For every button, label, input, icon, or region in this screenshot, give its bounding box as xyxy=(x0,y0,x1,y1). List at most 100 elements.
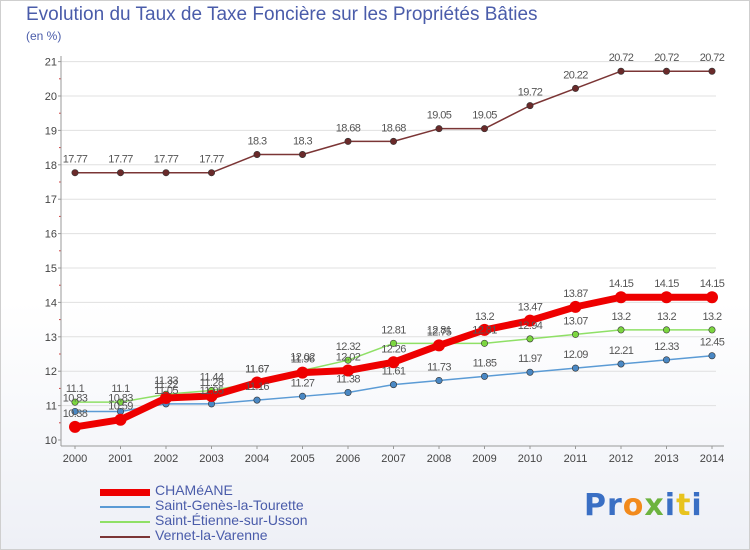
data-point xyxy=(389,137,397,145)
y-tick-label: 10 xyxy=(45,435,57,447)
x-tick-label: 2003 xyxy=(199,453,223,465)
data-point xyxy=(387,356,400,369)
data-point xyxy=(253,150,261,158)
data-label: 10.38 xyxy=(63,408,88,420)
data-point xyxy=(435,376,443,384)
data-label: 11.44 xyxy=(200,371,224,383)
y-tick-label: 15 xyxy=(45,263,57,275)
data-label: 11.05 xyxy=(154,385,178,397)
data-label: 12.02 xyxy=(290,352,315,364)
data-label: 19.72 xyxy=(518,87,543,99)
data-point xyxy=(708,352,716,360)
y-tick-label: 19 xyxy=(45,125,57,137)
data-point xyxy=(662,356,670,364)
data-label: 11.85 xyxy=(473,357,497,369)
data-point xyxy=(298,150,306,158)
data-label: 13.07 xyxy=(563,315,588,327)
data-point xyxy=(117,169,125,177)
data-label: 12.21 xyxy=(609,345,634,357)
data-point xyxy=(433,339,445,352)
data-label: 12.81 xyxy=(427,324,452,336)
data-point xyxy=(617,326,625,334)
data-label: 11.61 xyxy=(382,366,406,378)
x-tick-label: 2002 xyxy=(154,453,178,465)
data-point xyxy=(389,339,397,347)
data-point xyxy=(708,67,716,75)
data-label: 13.2 xyxy=(611,311,630,323)
data-label: 12.75 xyxy=(427,326,452,338)
data-point xyxy=(615,291,627,304)
x-tick-label: 2001 xyxy=(108,453,132,465)
y-tick-label: 20 xyxy=(45,91,57,103)
logo-letter: i xyxy=(691,488,703,523)
data-label: 12.26 xyxy=(381,343,406,355)
data-label: 11.22 xyxy=(154,379,178,391)
data-point xyxy=(69,420,81,433)
data-label: 12.94 xyxy=(518,320,543,332)
series-1 xyxy=(71,352,716,415)
logo-letter: P xyxy=(584,488,607,523)
data-point xyxy=(71,169,79,177)
y-tick-label: 13 xyxy=(45,332,57,344)
legend-swatch xyxy=(100,536,150,538)
data-label: 11.05 xyxy=(200,385,224,397)
data-label: 11.28 xyxy=(200,377,224,389)
x-tick-label: 2007 xyxy=(381,453,405,465)
y-tick-label: 14 xyxy=(45,297,57,309)
data-point xyxy=(296,366,309,379)
data-label: 11.67 xyxy=(245,364,269,376)
data-label: 18.68 xyxy=(336,122,361,134)
logo-letter: x xyxy=(644,488,665,523)
data-point xyxy=(71,407,79,415)
data-point xyxy=(617,360,625,368)
data-point xyxy=(524,314,536,327)
data-point xyxy=(160,392,172,405)
data-point xyxy=(569,300,582,313)
legend-swatch xyxy=(100,506,150,508)
logo-letter: r xyxy=(607,488,623,523)
data-label: 13.87 xyxy=(563,288,588,300)
x-tick-label: 2008 xyxy=(427,453,451,465)
data-label: 10.83 xyxy=(63,392,88,404)
data-point xyxy=(480,125,488,133)
data-point xyxy=(617,67,625,75)
x-tick-label: 2009 xyxy=(472,453,496,465)
data-point xyxy=(205,389,218,402)
data-point xyxy=(298,392,306,400)
data-point xyxy=(526,102,534,110)
legend-swatch xyxy=(100,488,150,496)
data-point xyxy=(344,137,352,145)
y-tick-label: 12 xyxy=(45,366,57,378)
data-label: 12.81 xyxy=(472,324,497,336)
series-0 xyxy=(69,291,718,433)
data-point xyxy=(162,169,170,177)
data-label: 13.2 xyxy=(657,311,676,323)
x-tick-label: 2000 xyxy=(63,453,87,465)
data-point xyxy=(478,323,491,336)
series-3 xyxy=(71,67,716,177)
proxiti-logo: Proxiti xyxy=(584,488,703,523)
data-label: 17.77 xyxy=(108,154,133,166)
data-point xyxy=(526,335,534,343)
data-label: 11.16 xyxy=(245,381,269,393)
data-label: 20.22 xyxy=(563,69,588,81)
data-label: 18.3 xyxy=(293,135,312,147)
data-point xyxy=(662,326,670,334)
data-label: 13.2 xyxy=(702,311,721,323)
data-label: 11.38 xyxy=(336,374,360,386)
data-label: 11.67 xyxy=(245,364,269,376)
y-tick-label: 16 xyxy=(45,229,57,241)
data-label: 12.32 xyxy=(336,341,361,353)
data-label: 18.68 xyxy=(381,122,406,134)
y-tick-label: 17 xyxy=(45,194,57,206)
data-point xyxy=(571,330,579,338)
data-label: 11.27 xyxy=(291,377,315,389)
data-point xyxy=(71,398,79,406)
data-label: 11.1 xyxy=(111,383,130,395)
x-tick-label: 2014 xyxy=(700,453,724,465)
data-label: 14.15 xyxy=(654,278,679,290)
legend-label: Saint-Étienne-sur-Usson xyxy=(155,512,308,528)
data-label: 20.72 xyxy=(609,52,634,64)
data-point xyxy=(662,67,670,75)
data-label: 20.72 xyxy=(700,52,725,64)
